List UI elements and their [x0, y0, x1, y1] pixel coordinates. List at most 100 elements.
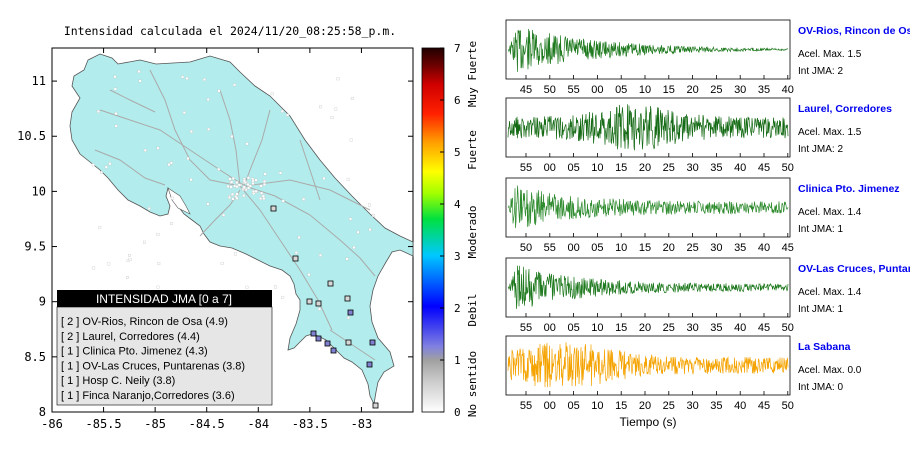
city-dot: [217, 167, 221, 171]
city-dot: [138, 79, 142, 83]
colorbar-tick-label: 4: [454, 198, 461, 211]
y-tick-label: 8.5: [24, 350, 46, 364]
time-tick-label: 30: [710, 242, 722, 254]
station-marker: [327, 280, 334, 287]
city-dot: [248, 184, 252, 188]
legend-item: [ 2 ] Laurel, Corredores (4.4): [61, 331, 200, 343]
time-tick-label: 00: [544, 162, 556, 174]
time-tick-label: 55: [520, 400, 532, 412]
city-dot: [235, 185, 239, 189]
peak-acceleration: Acel. Max. 1.5: [798, 127, 862, 138]
time-axis-label: Tiempo (s): [620, 415, 677, 429]
city-dot: [262, 197, 266, 200]
city-dot: [368, 228, 372, 232]
station-marker: [315, 335, 322, 342]
time-tick-label: 20: [639, 162, 651, 174]
legend-item: [ 1 ] Hosp C. Neily (3.8): [61, 375, 175, 387]
city-dot: [281, 199, 285, 203]
time-tick-label: 10: [591, 400, 603, 412]
station-marker: [345, 339, 352, 346]
city-dot: [96, 110, 100, 113]
station-marker: [270, 205, 277, 212]
y-tick-label: 11: [32, 74, 46, 88]
time-tick-label: 20: [639, 400, 651, 412]
waveform-panel: 50 55 00 05 10 15 20 25 30 35 40 45 Clinica Pto. Jim…: [505, 177, 900, 254]
city-dot: [350, 97, 354, 100]
waveform-panel: 55 00 05 10 15 20 25 30 35 40 45 50 La Sabana Acel. M…: [505, 335, 862, 412]
city-dot: [235, 181, 239, 184]
city-dot: [156, 146, 160, 150]
time-tick-label: 30: [686, 400, 698, 412]
city-dot: [231, 197, 235, 201]
legend-header-bg: [57, 290, 272, 307]
city-dot: [104, 165, 108, 169]
intensity-legend: INTENSIDAD JMA [0 a 7] [ 2 ] OV-Rios, Ri…: [56, 290, 273, 406]
map-y-axis: 8 8.5 9 9.5 10 10.5 11: [17, 74, 413, 419]
colorbar-tick-label: 6: [454, 94, 461, 107]
city-dot: [233, 83, 236, 87]
city-dot: [243, 179, 246, 183]
time-tick-label: 25: [663, 400, 675, 412]
city-dot: [330, 116, 334, 120]
city-dot: [368, 203, 371, 207]
city-dot: [100, 170, 103, 174]
time-tick-label: 15: [639, 242, 651, 254]
time-tick-label: 25: [663, 162, 675, 174]
city-dot: [319, 105, 322, 109]
city-dot: [251, 182, 255, 185]
city-dot: [347, 316, 350, 320]
city-dot: [260, 191, 264, 195]
city-dot: [349, 217, 352, 221]
time-tick-label: 00: [591, 84, 603, 96]
time-tick-label: 15: [615, 400, 627, 412]
station-marker: [310, 330, 317, 337]
time-tick-label: 50: [782, 162, 794, 174]
city-dot: [307, 273, 311, 277]
time-tick-label: 50: [544, 84, 556, 96]
station-marker: [347, 309, 354, 316]
time-tick-label: 55: [544, 242, 556, 254]
city-dot: [143, 240, 146, 244]
waveform-panel: 55 00 05 10 15 20 25 30 35 40 45 50 OV-Las Cruces, P…: [505, 257, 910, 334]
city-dot: [189, 130, 193, 133]
city-dot: [245, 285, 249, 289]
city-dot: [259, 197, 262, 200]
colorbar-class-label: No sentido: [466, 351, 479, 417]
colorbar-ticks: 0 1 2 3 4 5 6 7: [440, 42, 461, 419]
colorbar: 0 1 2 3 4 5 6 7 No sentido Debil Moderado Fuerte Mu…: [421, 41, 479, 419]
city-dot: [345, 257, 349, 261]
time-tick-label: 45: [758, 400, 770, 412]
time-tick-label: 40: [758, 242, 770, 254]
city-dot: [207, 127, 211, 131]
station-marker: [306, 298, 313, 305]
station-marker: [344, 295, 351, 302]
x-tick-label: -86: [41, 417, 63, 431]
time-tick-label: 40: [734, 400, 746, 412]
waveform-panel: 45 50 55 00 05 10 15 20 25 30 35 40 OV-Rios, Rincon …: [505, 19, 910, 96]
city-dot: [98, 225, 102, 229]
peak-acceleration: Acel. Max. 1.4: [798, 207, 862, 218]
time-tick-label: 35: [710, 322, 722, 334]
colorbar-class-label: Muy Fuerte: [466, 41, 479, 107]
time-tick-label: 35: [710, 400, 722, 412]
city-dot: [263, 172, 267, 176]
city-dot: [259, 184, 263, 188]
station-name: OV-Las Cruces, Puntar: [798, 263, 910, 275]
time-tick-label: 40: [734, 162, 746, 174]
y-tick-label: 9.5: [24, 240, 46, 254]
jma-intensity: Int JMA: 1: [798, 224, 843, 235]
peak-acceleration: Acel. Max. 1.4: [798, 287, 862, 298]
y-tick-label: 8: [39, 405, 46, 419]
city-dot: [206, 202, 210, 206]
station-name: Laurel, Corredores: [798, 103, 892, 115]
city-dot: [169, 222, 173, 225]
city-dot: [261, 194, 265, 198]
city-dot: [252, 192, 256, 195]
station-marker: [324, 340, 331, 347]
time-tick-label: 55: [520, 322, 532, 334]
city-dot: [137, 70, 141, 73]
city-dot: [113, 87, 117, 91]
jma-intensity: Int JMA: 2: [798, 144, 843, 155]
city-dot: [107, 262, 111, 266]
time-tick-label: 45: [758, 162, 770, 174]
